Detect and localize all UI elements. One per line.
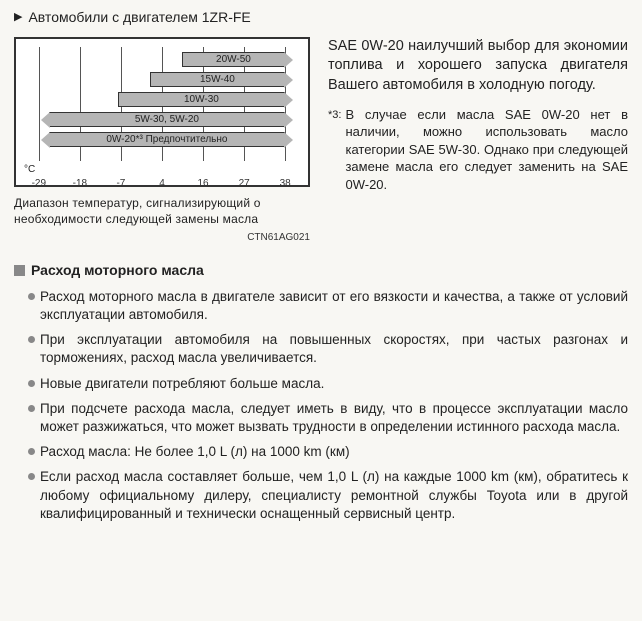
axis-tick: 27 (239, 177, 250, 191)
triangle-icon: ▶ (14, 10, 22, 25)
list-item: Новые двигатели потребляют больше масла. (28, 375, 628, 393)
axis-tick: -29 (32, 177, 46, 191)
list-item: При подсчете расхода масла, следует имет… (28, 400, 628, 436)
header-title: Автомобили с двигателем 1ZR-FE (28, 8, 250, 27)
consumption-heading: Расход моторного масла (14, 261, 628, 280)
axis-tick: 16 (198, 177, 209, 191)
axis-tick: 4 (159, 177, 165, 191)
main-paragraph: SAE 0W-20 наилучший выбор для экономии т… (328, 37, 628, 96)
oil-grade-label: 20W-50 (214, 53, 253, 67)
chart-caption: Диапазон температур, сигнализирующий о н… (14, 195, 310, 227)
footnote-marker: *3: (328, 106, 341, 194)
chart-column: -29 -18 -7 4 16 27 38 °C 20W-50 15W-40 10W-30 5W-3… (14, 37, 310, 245)
list-item: Если расход масла составляет больше, чем… (28, 468, 628, 523)
axis-tick: -7 (116, 177, 125, 191)
list-item: Расход масла: Не более 1,0 L (л) на 1000… (28, 443, 628, 461)
footnote: *3: В случае если масла SAE 0W-20 нет в … (328, 106, 628, 194)
list-item: Расход моторного масла в двигателе завис… (28, 288, 628, 324)
square-icon (14, 265, 25, 276)
oil-grade-bar: 10W-30 (118, 92, 286, 107)
oil-grade-bar: 5W-30, 5W-20 (49, 112, 286, 127)
oil-viscosity-chart: -29-18-74162738 °C20W-5015W-4010W-305W-3… (14, 37, 310, 187)
oil-grade-label: 15W-40 (198, 73, 237, 87)
oil-grade-bar: 0W-20*³ Предпочтительно (49, 132, 286, 147)
oil-grade-bar: 15W-40 (150, 72, 286, 87)
consumption-heading-text: Расход моторного масла (31, 261, 204, 280)
axis-unit: °C (24, 163, 35, 177)
oil-grade-label: 0W-20*³ Предпочтительно (104, 133, 229, 147)
oil-grade-bar: 20W-50 (182, 52, 285, 67)
axis-tick: 38 (280, 177, 291, 191)
oil-grade-label: 10W-30 (182, 93, 221, 107)
consumption-list: Расход моторного масла в двигателе завис… (14, 288, 628, 523)
top-section: -29 -18 -7 4 16 27 38 °C 20W-50 15W-40 10W-30 5W-3… (14, 37, 628, 245)
section-header: ▶ Автомобили с двигателем 1ZR-FE (14, 8, 628, 27)
oil-grade-label: 5W-30, 5W-20 (133, 113, 201, 127)
text-column: SAE 0W-20 наилучший выбор для экономии т… (328, 37, 628, 245)
footnote-text: В случае если масла SAE 0W-20 нет в нали… (345, 106, 628, 194)
chart-code: CTN61AG021 (14, 231, 310, 245)
axis-tick: -18 (73, 177, 87, 191)
list-item: При эксплуатации автомобиля на повышенны… (28, 331, 628, 367)
